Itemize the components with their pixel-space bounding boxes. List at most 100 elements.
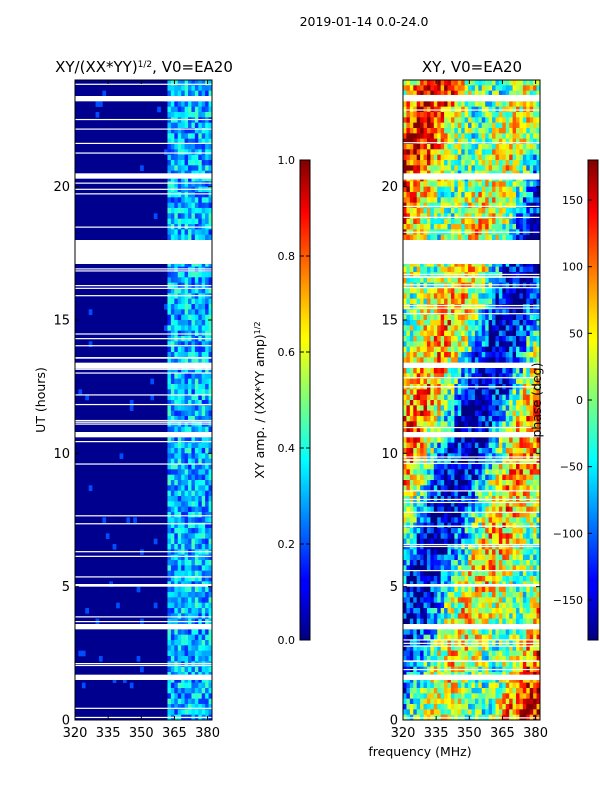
heatmap-cell [191, 378, 196, 385]
heatmap-cell [468, 474, 472, 481]
heatmap-cell [437, 416, 441, 422]
heatmap-cell [170, 192, 175, 198]
heatmap-cell [198, 373, 203, 379]
heatmap-cell [406, 330, 411, 337]
flagged-line [75, 624, 212, 626]
heatmap-cell [194, 464, 199, 470]
heatmap-cell [464, 506, 469, 513]
heatmap-cell [423, 378, 428, 385]
heatmap-cell [423, 186, 428, 193]
heatmap-cell [430, 405, 435, 411]
heatmap-cell [409, 112, 414, 118]
heatmap-cell [167, 677, 172, 683]
heatmap-cell [430, 298, 435, 305]
heatmap-cell [403, 485, 407, 491]
heatmap-cell [533, 90, 537, 97]
heatmap-cell [495, 309, 500, 315]
heatmap-cell [516, 378, 520, 385]
heatmap-cell [440, 293, 445, 299]
heatmap-cell [481, 368, 486, 374]
heatmap-cell [440, 490, 445, 497]
heatmap-cell [495, 336, 500, 342]
heatmap-cell [498, 437, 503, 443]
heatmap-cell [488, 154, 493, 161]
heatmap-cell [526, 405, 531, 411]
heatmap-cell [177, 298, 182, 305]
heatmap-cell [464, 213, 469, 219]
heatmap-cell [485, 213, 489, 219]
heatmap-cell [461, 496, 465, 502]
heatmap-cell [440, 416, 445, 422]
heatmap-cell [201, 394, 206, 401]
heatmap-cell [205, 304, 209, 310]
heatmap-cell [205, 570, 209, 577]
heatmap-cell [495, 448, 500, 454]
heatmap-cell [461, 213, 465, 219]
heatmap-cell [502, 485, 507, 491]
heatmap-cell [512, 346, 517, 353]
heatmap-cell [474, 122, 479, 129]
heatmap-cell [478, 453, 483, 459]
heatmap-cell [191, 192, 196, 198]
heatmap-cell [403, 496, 407, 502]
heatmap-cell [420, 357, 424, 363]
heatmap-cell [198, 592, 203, 598]
heatmap-cell [433, 224, 438, 230]
heatmap-cell [174, 522, 179, 529]
heatmap-cell [474, 357, 479, 363]
heatmap-cell [488, 458, 493, 465]
heatmap-cell [208, 586, 212, 593]
heatmap-cell [201, 576, 206, 582]
heatmap-cell [188, 261, 192, 267]
heatmap-cell [533, 373, 537, 379]
heatmap-cell [413, 496, 417, 502]
heatmap-cell [522, 128, 527, 134]
heatmap-cell [512, 309, 517, 315]
heatmap-cell [416, 128, 421, 134]
heatmap-cell [201, 464, 206, 470]
heatmap-cell [464, 197, 469, 203]
heatmap-cell [177, 101, 182, 107]
heatmap-cell [177, 533, 182, 539]
heatmap-cell [184, 357, 189, 363]
heatmap-cell [492, 298, 496, 305]
heatmap-cell [208, 570, 212, 577]
heatmap-cell [181, 325, 185, 331]
heatmap-cell [437, 133, 441, 139]
heatmap-cell [461, 85, 465, 91]
heatmap-cell [495, 421, 500, 427]
heatmap-cell [174, 597, 179, 603]
heatmap-cell [509, 149, 513, 155]
heatmap-cell [426, 117, 431, 123]
heatmap-cell [498, 277, 503, 283]
heatmap-cell [409, 90, 414, 97]
heatmap-cell [447, 474, 452, 481]
heatmap-cell [174, 394, 179, 401]
heatmap-cell [181, 501, 185, 507]
heatmap-cell [536, 101, 540, 107]
heatmap-cell [205, 90, 209, 97]
heatmap-cell [444, 80, 448, 86]
heatmap-cell [533, 202, 537, 209]
heatmap-cell [478, 506, 483, 513]
heatmap-cell [444, 426, 448, 433]
heatmap-cell [170, 533, 175, 539]
heatmap-cell [420, 410, 424, 417]
heatmap-cell [167, 608, 172, 614]
heatmap-cell [505, 181, 510, 187]
heatmap-cell [536, 128, 540, 134]
heatmap-cell [464, 266, 469, 273]
heatmap-cell [478, 224, 483, 230]
heatmap-cell [529, 517, 534, 523]
heatmap-cell [526, 437, 531, 443]
heatmap-cell [471, 394, 476, 401]
heatmap-cell [481, 165, 486, 171]
heatmap-cell [413, 85, 417, 91]
heatmap-cell [488, 128, 493, 134]
heatmap-cell [533, 288, 537, 294]
heatmap-cell [450, 181, 455, 187]
heatmap-cell [509, 112, 513, 118]
heatmap-cell [170, 128, 175, 134]
heatmap-cell [529, 122, 534, 129]
heatmap-cell [502, 208, 507, 214]
